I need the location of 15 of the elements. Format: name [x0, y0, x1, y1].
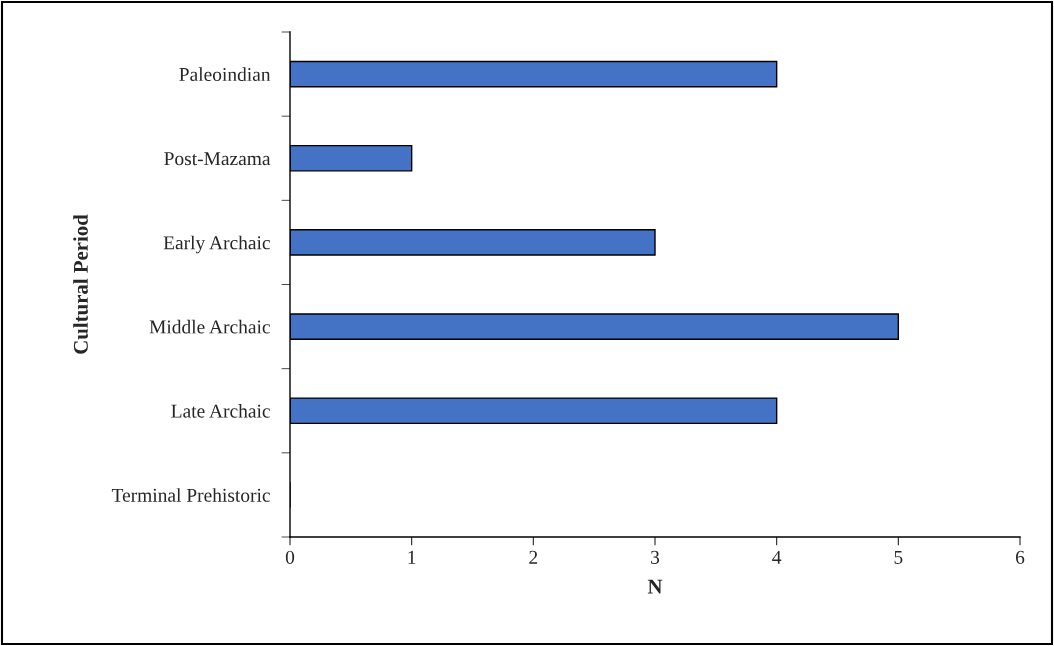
x-axis-title: N	[647, 579, 663, 594]
y-tick-label: Post-Mazama	[164, 152, 271, 166]
y-tick-label: Terminal Prehistoric	[111, 488, 270, 502]
y-tick-label: Middle Archaic	[149, 319, 270, 334]
y-tick-label: Late Archaic	[171, 404, 270, 418]
x-tick-label: 5	[894, 550, 903, 564]
y-axis-title: Cultural Period	[73, 214, 88, 354]
y-tick-label: Early Archaic	[163, 235, 270, 254]
x-tick-label: 6	[1015, 550, 1025, 564]
x-tick-label: 4	[772, 550, 782, 564]
x-tick-label: 2	[529, 550, 538, 564]
x-tick-label: 3	[651, 550, 660, 564]
y-tick-label: Paleoindian	[179, 67, 271, 82]
x-tick-label: 1	[408, 550, 416, 564]
x-tick-label: 0	[285, 550, 295, 564]
